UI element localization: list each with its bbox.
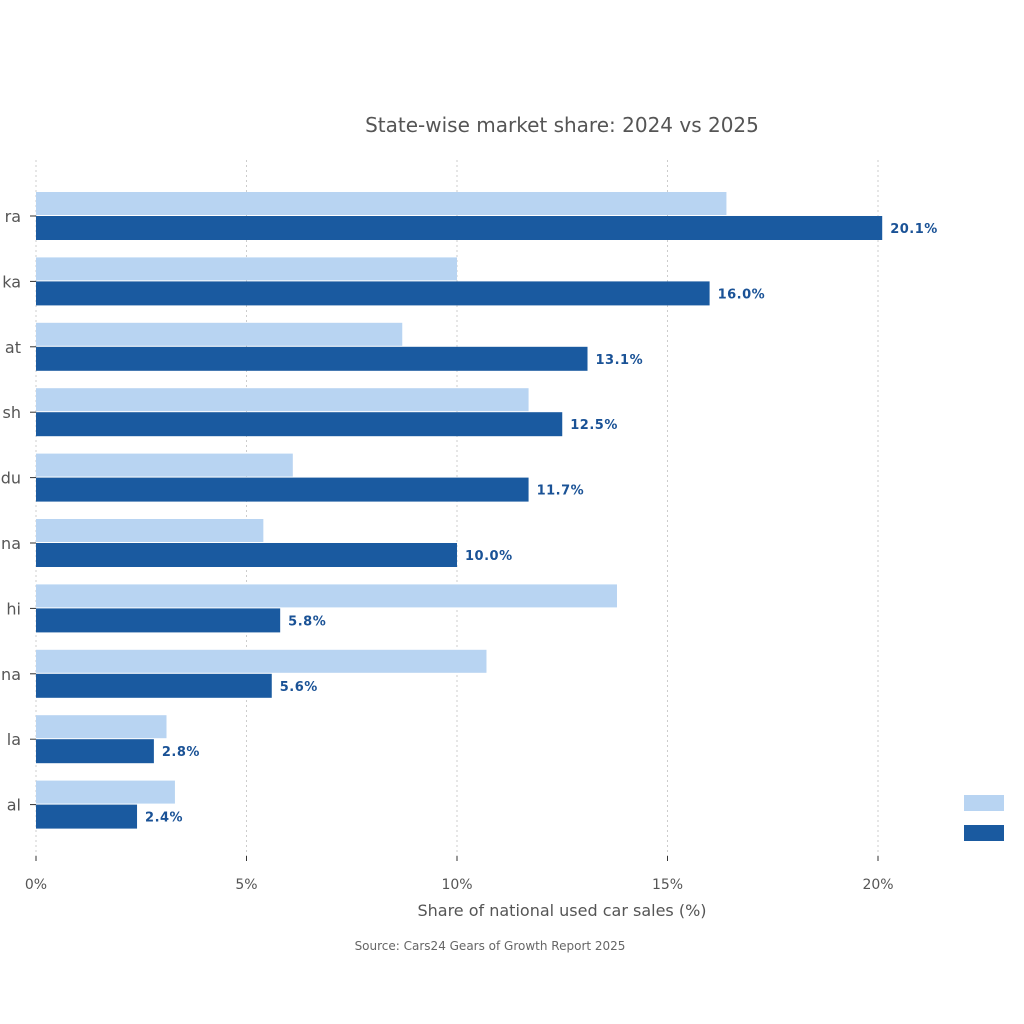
legend <box>964 795 1004 841</box>
bar-2024 <box>36 257 457 281</box>
bar-2025 <box>36 477 529 502</box>
bar-2024 <box>36 322 403 346</box>
category-label: sh <box>3 403 21 422</box>
category-label: la <box>7 730 21 749</box>
legend-swatch-2025 <box>964 825 1004 841</box>
category-label: na <box>1 534 21 553</box>
bar-2025 <box>36 216 883 240</box>
x-tick-label: 20% <box>862 877 893 893</box>
bar-2024 <box>36 519 264 542</box>
data-label: 2.4% <box>145 811 183 826</box>
source-note: Source: Cars24 Gears of Growth Report 20… <box>355 939 626 953</box>
bar-2024 <box>36 388 529 412</box>
bar-2024 <box>36 780 175 804</box>
data-label: 12.5% <box>570 418 618 433</box>
x-tick-label: 0% <box>25 877 47 893</box>
bar-2025 <box>36 543 457 567</box>
bar-2024 <box>36 584 617 608</box>
bar-2024 <box>36 192 727 215</box>
bar-2025 <box>36 346 588 371</box>
bar-2024 <box>36 715 167 739</box>
bar-2025 <box>36 673 272 698</box>
data-label: 10.0% <box>465 549 513 564</box>
category-label: du <box>1 469 21 488</box>
data-label: 2.8% <box>162 745 200 760</box>
category-label: at <box>5 338 21 357</box>
bar-2024 <box>36 453 293 477</box>
category-label: ra <box>5 207 21 226</box>
x-tick-label: 15% <box>652 877 683 893</box>
bar-2025 <box>36 412 563 437</box>
data-label: 11.7% <box>537 484 585 499</box>
chart-title: State-wise market share: 2024 vs 2025 <box>365 113 759 137</box>
x-tick-label: 5% <box>235 877 257 893</box>
data-label: 5.8% <box>288 614 326 629</box>
category-label: ka <box>2 272 21 291</box>
data-label: 5.6% <box>280 680 318 695</box>
x-axis-label: Share of national used car sales (%) <box>417 901 706 920</box>
data-label: 20.1% <box>890 222 938 237</box>
legend-swatch-2024 <box>964 795 1004 811</box>
category-label: al <box>7 796 21 815</box>
bar-2025 <box>36 739 154 764</box>
data-label: 13.1% <box>596 353 644 368</box>
bar-2025 <box>36 804 138 829</box>
x-tick-label: 10% <box>441 877 472 893</box>
category-label: hi <box>6 599 21 618</box>
data-label: 16.0% <box>718 287 766 302</box>
category-label: na <box>1 665 21 684</box>
bar-2025 <box>36 281 710 306</box>
bar-2024 <box>36 649 487 673</box>
bar-2025 <box>36 608 281 633</box>
